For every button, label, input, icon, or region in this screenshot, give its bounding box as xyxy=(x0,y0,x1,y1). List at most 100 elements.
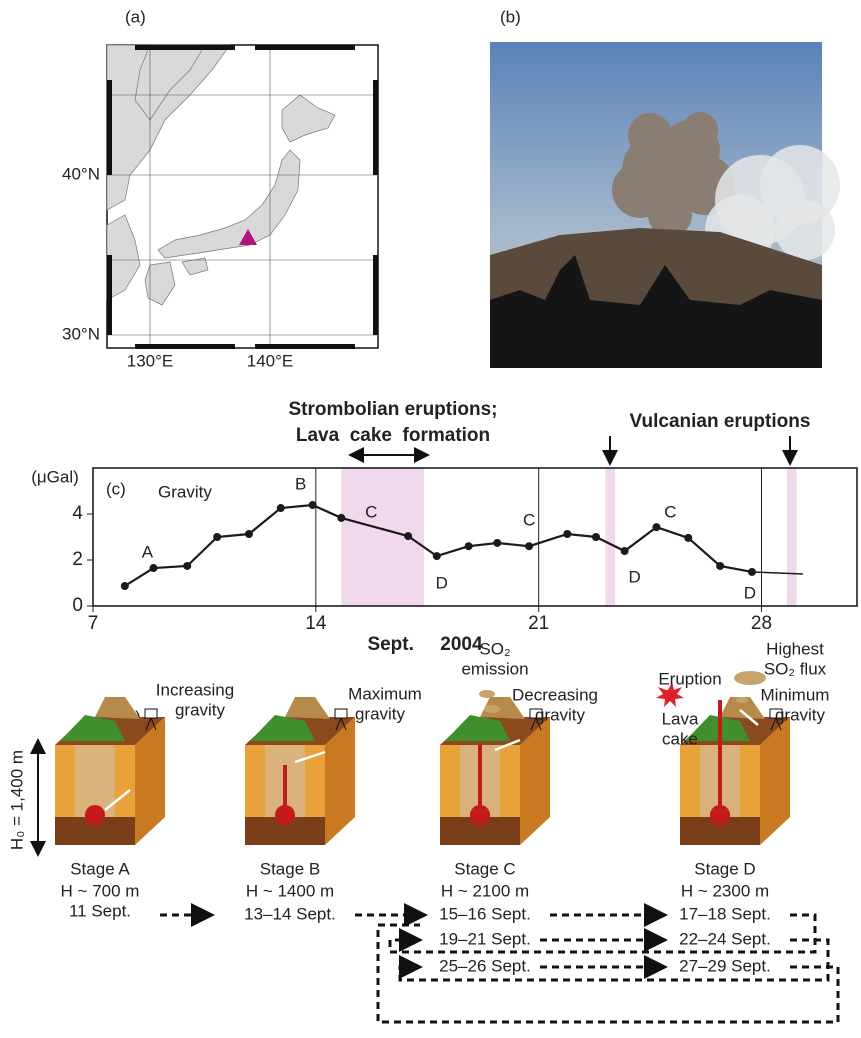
gravity-point xyxy=(563,530,571,538)
y-axis-label: (μGal) xyxy=(31,467,79,486)
stage-note: Highest xyxy=(766,639,824,658)
eruption-span xyxy=(606,468,616,606)
gravity-point xyxy=(337,514,345,522)
gravity-point xyxy=(433,552,441,560)
stage-note: cake xyxy=(662,729,698,748)
gravity-point xyxy=(621,547,629,555)
stage-name: Stage C xyxy=(454,859,515,878)
crater xyxy=(285,697,330,719)
gravimeter xyxy=(145,709,157,718)
x-tick-label: 21 xyxy=(528,613,549,634)
plume xyxy=(682,112,718,148)
magma xyxy=(275,805,295,825)
map-border-tick xyxy=(107,80,112,175)
stage-height: H ~ 2100 m xyxy=(441,881,529,900)
y-tick-label: 4 xyxy=(72,503,83,524)
height-label: H₀ = 1,400 m xyxy=(7,750,26,850)
gravity-point xyxy=(404,532,412,540)
stage-block xyxy=(55,697,165,845)
stage-date: 11 Sept. xyxy=(69,901,131,920)
gravity-point xyxy=(121,582,129,590)
x-tick-label: 28 xyxy=(751,613,772,634)
map-border-tick xyxy=(135,45,235,50)
stage-name: Stage B xyxy=(260,859,321,878)
point-label: C xyxy=(365,502,377,521)
annotation: Vulcanian eruptions xyxy=(630,411,811,432)
point-label: B xyxy=(295,475,306,494)
stage-note: gravity xyxy=(175,700,226,719)
stage-note: gravity xyxy=(355,704,406,723)
stage-note: Lava xyxy=(662,709,699,728)
gravity-point xyxy=(592,533,600,541)
lon-label: 140°E xyxy=(247,351,294,370)
y-tick-label: 0 xyxy=(72,595,83,616)
magma xyxy=(85,805,105,825)
point-label: D xyxy=(744,583,756,602)
map-border-tick xyxy=(373,80,378,175)
point-label: C xyxy=(523,511,535,530)
panel-label: (c) xyxy=(106,479,126,498)
stage-block xyxy=(245,697,355,845)
gravity-point xyxy=(277,504,285,512)
stage-note: SO₂ xyxy=(479,639,510,658)
stage-date: 19–21 Sept. xyxy=(439,929,531,948)
series-label: Gravity xyxy=(158,482,212,501)
point-label: C xyxy=(664,503,676,522)
stage-note: Minimum xyxy=(761,685,830,704)
stage-date: 15–16 Sept. xyxy=(439,904,531,923)
gravity-point xyxy=(183,562,191,570)
stage-note: gravity xyxy=(535,705,586,724)
x-axis-label: Sept. 2004 xyxy=(367,634,483,655)
panel-label: (b) xyxy=(500,7,521,26)
stage-note: emission xyxy=(461,659,528,678)
gravity-point xyxy=(465,542,473,550)
gravity-point xyxy=(213,533,221,541)
stage-note: gravity xyxy=(775,705,826,724)
map-border-tick xyxy=(255,45,355,50)
map-border-tick xyxy=(255,344,355,349)
map-border-tick xyxy=(373,255,378,335)
eruption-span xyxy=(787,468,797,606)
map-border-tick xyxy=(107,255,112,335)
stage-note: Increasing xyxy=(156,680,234,699)
so2-puff xyxy=(736,697,748,703)
magma xyxy=(470,805,490,825)
stage-note: Decreasing xyxy=(512,685,598,704)
gravity-point xyxy=(309,501,317,509)
stage-note: Maximum xyxy=(348,684,422,703)
stage-height: H ~ 1400 m xyxy=(246,881,334,900)
stage-block xyxy=(440,697,550,845)
lat-label: 40°N xyxy=(62,164,100,183)
stage-name: Stage D xyxy=(694,859,755,878)
stage-height: H ~ 2300 m xyxy=(681,881,769,900)
lon-label: 130°E xyxy=(127,351,174,370)
so2-puff xyxy=(484,705,500,713)
y-tick-label: 2 xyxy=(72,549,83,570)
annotation: Strombolian eruptions; xyxy=(289,399,498,420)
gravimeter xyxy=(335,709,347,718)
figure: (a)40°N30°N130°E140°E(b)7142128024ABCDCD… xyxy=(0,0,861,1038)
annotation: Lava cake formation xyxy=(296,425,490,446)
gravity-point xyxy=(525,542,533,550)
so2-puff xyxy=(479,690,495,698)
point-label: D xyxy=(436,574,448,593)
stage-name: Stage A xyxy=(70,859,130,878)
stage-date: 25–26 Sept. xyxy=(439,956,531,975)
panel-label: (a) xyxy=(125,7,146,26)
map-border-tick xyxy=(135,344,235,349)
point-label: A xyxy=(142,543,154,562)
gravity-point xyxy=(652,523,660,531)
gravity-point xyxy=(684,534,692,542)
stage-note: Eruption xyxy=(658,669,721,688)
gravity-point xyxy=(245,530,253,538)
stage-date: 13–14 Sept. xyxy=(244,904,336,923)
stage-date: 17–18 Sept. xyxy=(679,904,771,923)
gravity-point xyxy=(748,568,756,576)
x-tick-label: 14 xyxy=(305,613,327,634)
gravity-point xyxy=(149,564,157,572)
x-tick-label: 7 xyxy=(88,613,99,634)
stage-note: SO₂ flux xyxy=(764,659,827,678)
stage-height: H ~ 700 m xyxy=(61,881,140,900)
stage-date: 27–29 Sept. xyxy=(679,956,771,975)
stage-date: 22–24 Sept. xyxy=(679,929,771,948)
